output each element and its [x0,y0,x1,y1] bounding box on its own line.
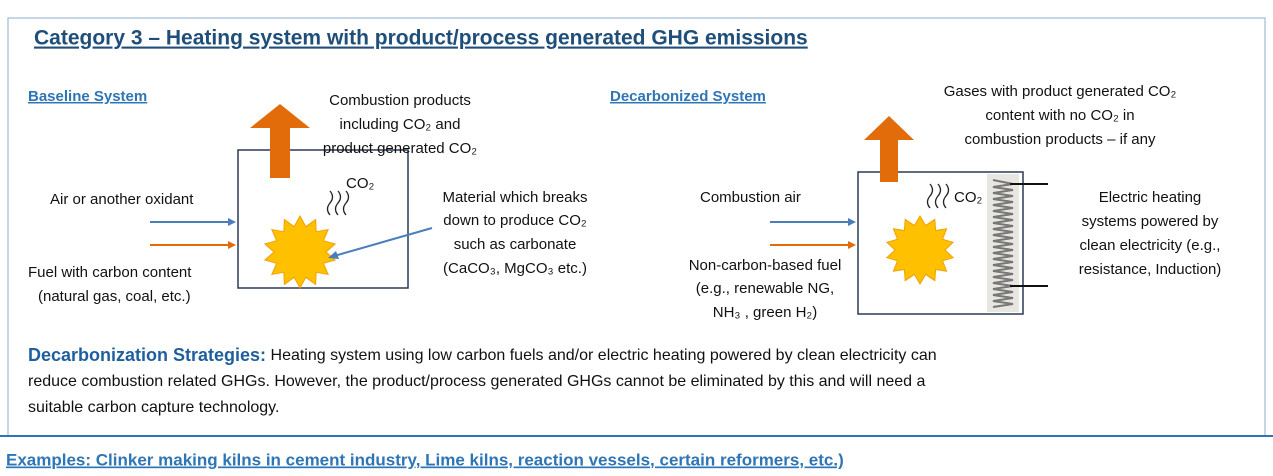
diagram: Category 3 – Heating system with product… [0,0,1273,476]
material-line: (CaCO₃, MgCO₃ etc.) [443,260,587,277]
fuel-line: (e.g., renewable NG, [696,280,834,297]
examples: Examples: Clinker making kilns in cement… [6,450,844,469]
products-line: Combustion products [329,92,471,109]
fuel-line: (natural gas, coal, etc.) [38,288,191,305]
arrow-head [848,218,856,226]
gases-line: Gases with product generated CO₂ [944,83,1177,100]
gases-line: combustion products – if any [965,131,1156,148]
products-line: product generated CO₂ [323,140,477,157]
material-line: down to produce CO₂ [443,212,587,229]
baseline-heading: Baseline System [28,88,147,105]
co2-label: CO₂ [346,175,375,192]
strategies-heading: Decarbonization Strategies: [28,345,266,365]
strategies-text: reduce combustion related GHGs. However,… [28,373,925,390]
decarbonized-heading: Decarbonized System [610,88,766,105]
fuel-line: Fuel with carbon content [28,264,192,281]
arrow-head [228,218,236,226]
electric-line: Electric heating [1099,189,1202,206]
electric-line: clean electricity (e.g., [1080,237,1221,254]
air-label: Combustion air [700,189,801,206]
fuel-line: Non-carbon-based fuel [689,257,842,274]
electric-line: systems powered by [1082,213,1219,230]
gases-line: content with no CO₂ in [985,107,1134,124]
co2-label: CO₂ [954,189,983,206]
arrow-head [228,241,236,249]
oxidant-label: Air or another oxidant [50,191,194,208]
material-line: Material which breaks [442,189,587,206]
title: Category 3 – Heating system with product… [34,27,808,50]
strategies-text: suitable carbon capture technology. [28,399,279,416]
fuel-line: NH₃ , green H₂) [713,304,817,321]
strategies-line: Decarbonization Strategies: Heating syst… [28,345,937,365]
products-line: including CO₂ and [340,116,461,133]
arrow-head [848,241,856,249]
strategies-text: Heating system using low carbon fuels an… [266,347,937,364]
electric-line: resistance, Induction) [1079,261,1222,278]
material-line: such as carbonate [454,236,577,253]
